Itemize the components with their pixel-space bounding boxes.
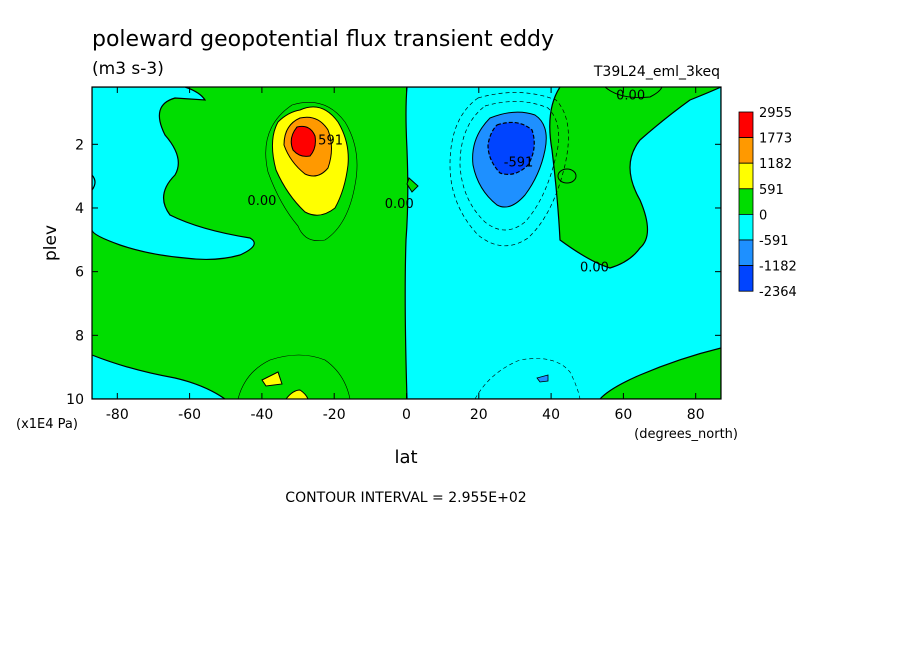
- sh-contour-1: [265, 102, 358, 241]
- x-axis-label: lat: [394, 447, 417, 468]
- contour-interval: CONTOUR INTERVAL = 2.955E+02: [285, 490, 526, 506]
- legend-swatch: [738, 239, 754, 267]
- sh-low-yellow1: [261, 371, 283, 387]
- y-axis-units: (x1E4 Pa): [16, 417, 78, 432]
- chart-title: poleward geopotential flux transient edd…: [92, 27, 554, 52]
- legend-label: -591: [759, 234, 789, 249]
- region-negative-sh-low: [92, 354, 227, 399]
- nh-contour-2: [449, 92, 569, 247]
- contour-label: 0.00: [247, 194, 276, 209]
- x-tick-label: 20: [470, 407, 488, 423]
- contour-label: 0.00: [385, 197, 414, 212]
- x-tick-label: -40: [250, 407, 273, 423]
- contour-labels: 0.00 0.00 591 -591 0.00 0.00: [247, 89, 645, 276]
- legend-swatch: [738, 162, 754, 190]
- y-tick-label: 8: [75, 328, 84, 344]
- nh-low-contour: [474, 358, 581, 399]
- x-tick-label: 80: [687, 407, 705, 423]
- blob-green-eq: [406, 177, 419, 193]
- nh-low-blue: [536, 374, 549, 383]
- y-tick-label: 10: [66, 392, 84, 408]
- contour-label: 0.00: [580, 261, 609, 276]
- blob-green-nh: [557, 168, 577, 184]
- legend-label: 2955: [759, 106, 792, 121]
- nh-min-blue2: [487, 121, 535, 175]
- y-tick-label: 4: [75, 201, 84, 217]
- legend-swatch: [738, 111, 754, 139]
- legend-label: 591: [759, 183, 784, 198]
- contour-label: 591: [318, 133, 343, 148]
- y-axis: 2 4 6 8 10: [66, 137, 721, 408]
- y-tick-label: 2: [75, 137, 84, 153]
- legend-label: 1773: [759, 132, 792, 147]
- sh-low-contour: [237, 354, 351, 399]
- legend: 2955 1773 1182 591 0 -591 -1182 -2364: [738, 106, 797, 300]
- legend-label: -1182: [759, 260, 797, 275]
- sh-low-yellow2: [285, 389, 309, 399]
- x-tick-label: 0: [402, 407, 411, 423]
- legend-label: 1182: [759, 157, 792, 172]
- plot-area: [91, 86, 722, 400]
- legend-swatch: [738, 213, 754, 241]
- legend-swatch: [738, 188, 754, 215]
- y-tick-label: 6: [75, 265, 84, 281]
- x-tick-label: 40: [542, 407, 560, 423]
- legend-label: -2364: [759, 285, 797, 300]
- x-tick-label: -20: [323, 407, 346, 423]
- legend-swatch: [738, 265, 754, 292]
- x-tick-label: -60: [178, 407, 201, 423]
- legend-swatch: [738, 137, 754, 164]
- y-axis-label: plev: [41, 225, 61, 261]
- x-tick-label: 60: [614, 407, 632, 423]
- region-positive-nh-low: [599, 347, 721, 399]
- region-negative-sh: [92, 87, 255, 261]
- x-tick-label: -80: [106, 407, 129, 423]
- legend-label: 0: [759, 208, 767, 223]
- nh-contour-1: [459, 101, 560, 231]
- contour-label: 0.00: [616, 89, 645, 104]
- run-label: T39L24_eml_3keq: [593, 64, 720, 80]
- x-axis-units: (degrees_north): [634, 427, 738, 442]
- contour-label: -591: [504, 156, 534, 171]
- sh-max-red: [290, 125, 316, 157]
- chart-units: (m3 s-3): [92, 59, 164, 79]
- blob-green-top: [604, 87, 663, 98]
- x-axis: -80 -60 -40 -20 0 20 40 60 80: [106, 87, 705, 423]
